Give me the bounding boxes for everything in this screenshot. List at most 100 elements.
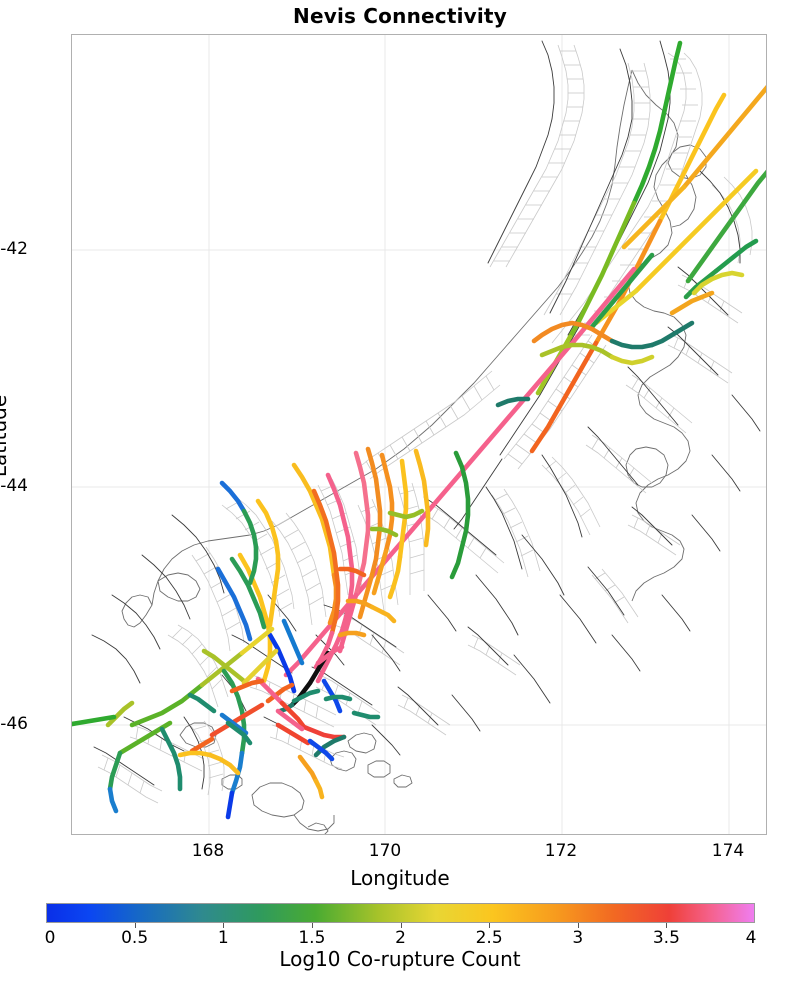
connectivity-path [539,342,615,360]
colorbar-tick-label: 1 [217,928,229,948]
connectivity-path [239,626,275,656]
connectivity-path [571,266,637,344]
connectivity-path [281,618,305,666]
connectivity-path [311,488,341,636]
connectivity-path [207,752,241,776]
connectivity-path [225,790,235,820]
colorbar-tick [400,923,402,928]
colorbar-tick-label: 2.5 [475,928,503,948]
connectivity-path [337,592,359,654]
coastline-layer [121,69,707,834]
colorbar-gradient [46,903,755,923]
connectivity-path [177,750,213,758]
connectivity-path [129,682,205,728]
map-svg [72,35,766,834]
connectivity-path [345,598,375,610]
colorbar-tick-label: 0 [44,928,56,948]
connectivity-path [531,320,615,344]
connectivity-path [279,700,307,730]
connectivity-path [713,238,759,274]
connectivity-path [265,682,295,704]
connectivity-path [255,498,281,628]
connectivity-path [449,450,471,580]
colorbar-tick-label: 0.5 [121,928,149,948]
connectivity-path [669,290,715,316]
connectivity-path [219,712,249,736]
connectivity-path [301,724,347,740]
connectivity-path [397,458,409,560]
connectivity-path [221,668,247,756]
connectivity-path [219,480,247,514]
connectivity-path [369,604,397,624]
connectivity-path [237,552,273,642]
connectivity-path [365,446,383,578]
connectivity-path [229,556,267,630]
connectivity-path [275,722,311,746]
connectivity-path [297,754,319,784]
x-tick-label: 168 [191,841,225,861]
connectivity-path [567,200,637,340]
connectivity-path [529,340,599,454]
colorbar-tick-label: 4 [745,928,757,948]
connectivity-path [357,572,375,620]
x-axis-label: Longitude [350,866,450,890]
colorbar[interactable]: 0 0.5 1 1.5 2 2.5 3 3.5 4 [45,903,756,948]
connectivity-path [681,85,766,190]
colorbar-tick [134,923,136,928]
connectivity-path [107,786,119,814]
connectivity-path [291,688,321,704]
colorbar-tick-label: 2 [395,928,406,948]
connectivity-path [621,184,687,250]
connectivity-path [387,554,403,600]
connectivity-path [609,338,655,350]
colorbar-tick-label: 3.5 [652,928,680,948]
connectivity-path [291,462,337,578]
connectivity-path [247,544,259,586]
fault-trace-layer [91,40,761,790]
connectivity-path [337,630,367,638]
connectivity-path [649,320,695,348]
x-tick-label: 170 [368,841,402,861]
x-tick-label: 174 [711,841,745,861]
connectivity-path [371,548,389,596]
connectivity-path [379,452,395,554]
colorbar-tick [666,923,668,928]
gridlines [72,35,766,834]
connectivity-path [275,708,305,732]
connectivity-path [215,566,253,642]
connectivity-path [199,650,245,688]
connectivity-path [189,736,215,754]
connectivity-path [72,714,117,727]
connectivity-path [631,40,683,206]
connectivity-path [187,692,217,714]
colorbar-tick [489,923,491,928]
connectivity-path [313,778,325,800]
connectivity-path [209,702,265,738]
connectivity-path [307,738,335,762]
connectivity-path [267,632,297,694]
connectivity-path [609,354,655,366]
connectivity-path [351,710,381,720]
connectivity-path [495,396,531,408]
y-tick-label: -44 [0,476,28,496]
connectivity-path [337,566,367,578]
connectivity-path [159,726,183,792]
connectivity-path [105,700,135,728]
connectivity-path [691,270,745,296]
connectivity-path [325,472,355,620]
connectivity-path [369,526,399,538]
connectivity-path [241,508,259,550]
x-tick-label: 172 [544,841,578,861]
map-plot-area[interactable] [71,34,767,835]
connectivity-path [589,252,655,330]
colorbar-tick [577,923,579,928]
colorbar-tick-label: 3 [572,928,584,948]
colorbar-label: Log10 Co-rupture Count [279,947,521,971]
connectivity-path [323,694,353,702]
y-tick-label: -42 [0,239,28,259]
connectivity-path [685,169,766,284]
connectivity-path [353,450,371,598]
page-title: Nevis Connectivity [293,4,507,28]
colorbar-tick [223,923,225,928]
